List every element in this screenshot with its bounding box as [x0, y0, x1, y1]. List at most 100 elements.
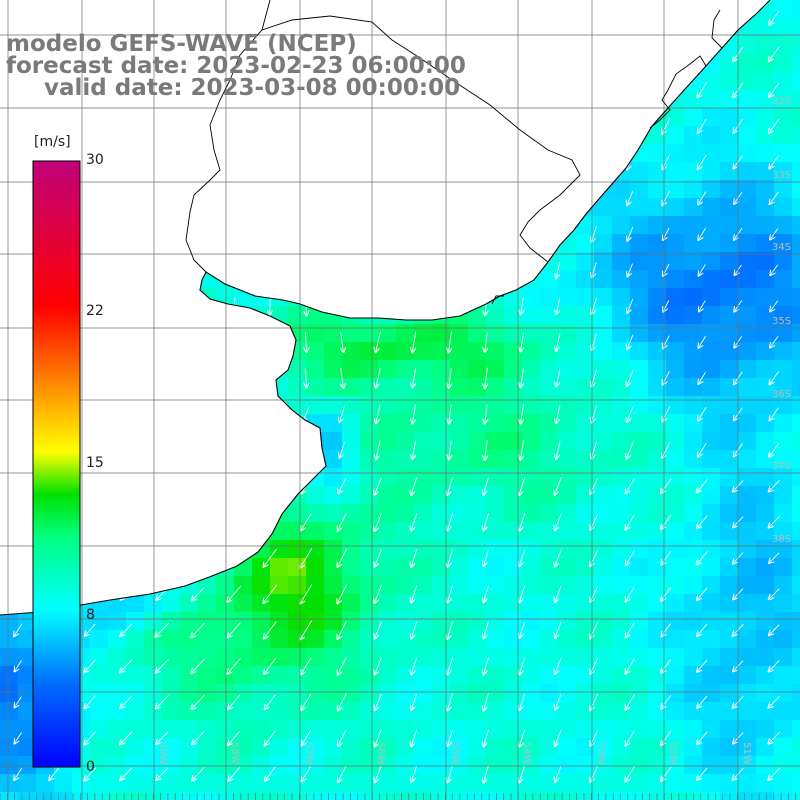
wind-speed-cell — [630, 234, 649, 253]
wind-speed-cell — [630, 342, 649, 361]
wind-speed-cell — [486, 468, 505, 487]
wind-speed-cell — [684, 648, 703, 667]
wind-speed-cell — [540, 270, 559, 289]
wind-speed-cell — [774, 144, 793, 163]
wind-speed-cell — [792, 270, 800, 289]
wind-speed-cell — [558, 720, 577, 739]
wind-speed-cell — [432, 666, 451, 685]
wind-speed-cell — [612, 342, 631, 361]
wind-speed-cell — [774, 774, 793, 793]
wind-speed-cell — [234, 774, 253, 793]
wind-speed-cell — [756, 144, 775, 163]
wind-speed-cell — [378, 666, 397, 685]
wind-speed-cell — [792, 468, 800, 487]
lagoon — [649, 9, 723, 129]
wind-arrow — [626, 586, 635, 602]
wind-arrow — [590, 730, 598, 745]
wind-speed-cell — [396, 504, 415, 523]
wind-speed-cell — [774, 126, 793, 145]
wind-speed-cell — [612, 630, 631, 649]
wind-speed-cell — [324, 774, 343, 793]
wind-speed-cell — [468, 756, 487, 775]
wind-speed-cell — [630, 288, 649, 307]
wind-arrow — [697, 587, 708, 600]
wind-arrow — [411, 729, 418, 747]
wind-speed-cell — [666, 684, 685, 703]
wind-speed-cell — [666, 324, 685, 343]
wind-speed-cell — [360, 774, 379, 793]
wind-speed-cell — [342, 648, 361, 667]
wind-speed-cell — [504, 540, 523, 559]
wind-speed-cell — [738, 252, 757, 271]
wind-speed-cell — [180, 648, 199, 667]
wind-arrow — [625, 694, 635, 710]
wind-arrow — [555, 585, 562, 602]
wind-speed-cell — [774, 0, 793, 19]
wind-speed-cell — [90, 792, 109, 800]
wind-speed-cell — [396, 792, 415, 800]
wind-speed-cell — [126, 792, 145, 800]
wind-speed-cell — [126, 756, 145, 775]
wind-speed-cell — [792, 306, 800, 325]
wind-speed-cell — [306, 324, 325, 343]
wind-speed-cell — [702, 360, 721, 379]
wind-speed-cell — [450, 522, 469, 541]
wind-speed-cell — [414, 756, 433, 775]
wind-arrow — [375, 693, 382, 710]
wind-speed-cell — [504, 612, 523, 631]
wind-speed-cell — [162, 630, 181, 649]
wind-speed-cell — [90, 774, 109, 793]
wind-speed-cell — [756, 540, 775, 559]
colorbar-unit: [m/s] — [34, 134, 71, 150]
wind-speed-cell — [360, 558, 379, 577]
wind-arrow — [337, 620, 347, 639]
wind-speed-cell — [306, 360, 325, 379]
wind-arrow — [626, 514, 635, 529]
wind-speed-cell — [702, 162, 721, 181]
wind-arrow — [84, 659, 97, 673]
wind-speed-cell — [738, 558, 757, 577]
wind-speed-cell — [702, 720, 721, 739]
wind-speed-cell — [558, 342, 577, 361]
wind-arrow — [447, 693, 453, 710]
wind-speed-cell — [18, 666, 37, 685]
wind-speed-cell — [198, 792, 217, 800]
wind-speed-cell — [450, 630, 469, 649]
wind-speed-cell — [648, 360, 667, 379]
wind-arrow — [769, 46, 780, 62]
wind-speed-cell — [738, 180, 757, 199]
wind-speed-cell — [162, 666, 181, 685]
wind-speed-cell — [594, 432, 613, 451]
wind-speed-cell — [684, 144, 703, 163]
wind-speed-cell — [756, 792, 775, 800]
wind-arrow — [627, 227, 634, 241]
wind-speed-cell — [774, 252, 793, 271]
longitude-label: 52W — [667, 742, 678, 765]
wind-speed-cell — [594, 216, 613, 235]
wind-speed-cell — [576, 792, 595, 800]
wind-arrow — [483, 477, 489, 495]
wind-speed-cell — [324, 450, 343, 469]
wind-speed-cell — [450, 648, 469, 667]
wind-arrow — [484, 585, 489, 603]
wind-speed-cell — [558, 612, 577, 631]
wind-speed-cell — [576, 684, 595, 703]
wind-arrow — [449, 331, 452, 353]
wind-speed-cell — [594, 396, 613, 415]
wind-speed-cell — [612, 360, 631, 379]
wind-speed-cell — [486, 378, 505, 397]
wind-speed-cell — [594, 756, 613, 775]
wind-speed-cell — [666, 396, 685, 415]
wind-speed-cell — [702, 126, 721, 145]
wind-speed-cell — [666, 252, 685, 271]
wind-speed-cell — [720, 396, 739, 415]
wind-speed-cell — [684, 162, 703, 181]
wind-speed-cell — [306, 774, 325, 793]
wind-speed-cell — [666, 162, 685, 181]
wind-speed-cell — [738, 126, 757, 145]
wind-speed-cell — [558, 738, 577, 757]
wind-speed-cell — [468, 432, 487, 451]
wind-arrow — [447, 620, 454, 639]
wind-arrow — [448, 513, 453, 531]
wind-arrow — [228, 766, 241, 781]
